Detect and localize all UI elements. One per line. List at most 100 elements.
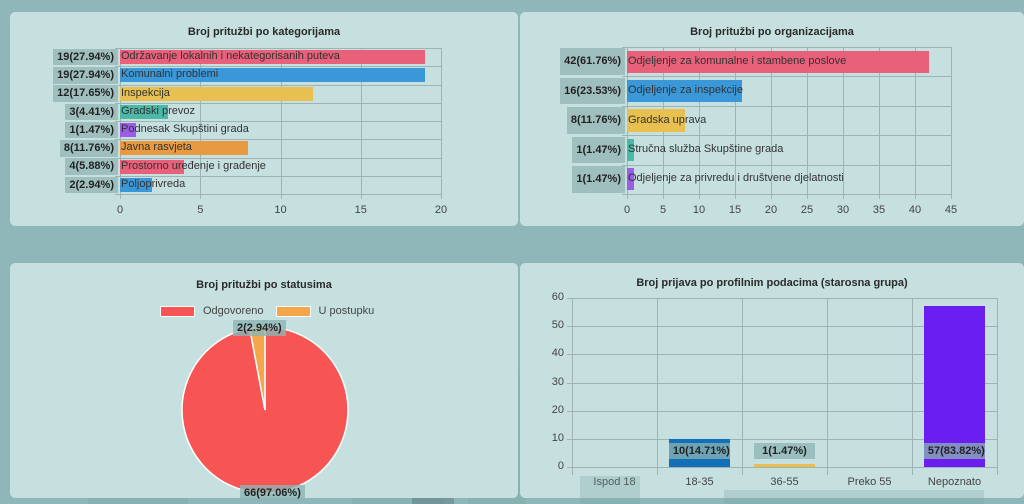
bar[interactable]: [753, 464, 816, 467]
gridline: [843, 47, 844, 199]
gridline: [951, 47, 952, 199]
x-tick-label: 40: [908, 204, 922, 216]
gridline: [115, 157, 441, 159]
gridline: [115, 66, 441, 68]
x-tick-label: 0: [623, 204, 631, 216]
chart-title: Broj pritužbi po kategorijama: [187, 26, 341, 38]
gridline: [622, 76, 951, 78]
gridline: [742, 298, 743, 475]
gridline: [567, 410, 997, 412]
gridline: [807, 47, 808, 199]
legend-swatch-odgovoreno[interactable]: [160, 305, 195, 317]
legend-swatch-u-postupku[interactable]: [275, 305, 311, 317]
x-tick-label: 10: [274, 204, 287, 216]
bar-category-label: Prostorno uređenje i građenje: [121, 159, 266, 172]
bar-category-label: Komunalni problemi: [121, 68, 219, 81]
bar-value-label: 1(1.47%): [572, 136, 625, 164]
gridline: [115, 194, 441, 195]
bar-category-label: Javna rasvjeta: [121, 141, 192, 154]
gridline: [657, 298, 658, 475]
pie-chart: [181, 326, 349, 494]
x-tick-label: 18-35: [685, 476, 714, 488]
bar[interactable]: [120, 177, 153, 192]
bar-value-label: 10(14.71%): [668, 443, 731, 459]
gridline: [622, 194, 951, 195]
chart-title: Broj pritužbi po organizacijama: [690, 26, 854, 38]
bar[interactable]: [923, 306, 986, 467]
gridline: [827, 298, 828, 475]
gridline: [567, 298, 997, 299]
card-organizations: Broj pritužbi po organizacijama 0 5 10 15 20…: [520, 12, 1024, 226]
x-tick-label: 45: [944, 204, 958, 216]
bar-category-label: Gradski prevoz: [121, 104, 195, 117]
age-chart: 0 10 20 30 40 50 60 Ispod 18 18-35 10(14.71%) 36-5…: [520, 263, 1024, 498]
gridline: [567, 326, 997, 328]
bar[interactable]: [120, 141, 249, 156]
gridline: [280, 48, 282, 199]
legend-label[interactable]: Odgovoreno: [203, 305, 264, 317]
gridline: [915, 47, 916, 199]
y-tick-label: 40: [551, 347, 564, 360]
x-tick-label: 36-55: [770, 476, 799, 488]
gridline: [200, 48, 202, 199]
y-tick-label: 50: [551, 319, 564, 332]
pie-label: 66(97.06%): [240, 485, 305, 501]
gridline: [572, 298, 573, 475]
card-statuses: Broj pritužbi po statusima Odgovoreno U …: [10, 263, 518, 501]
bar[interactable]: [120, 123, 137, 138]
bar-category-label: Podnesak Skupštini grada: [121, 123, 249, 136]
gridline: [115, 84, 441, 86]
bar-value-label: 1(1.47%): [65, 121, 118, 139]
x-tick-label: 5: [197, 204, 204, 216]
bar[interactable]: [120, 104, 169, 119]
y-tick-label: 0: [557, 460, 564, 472]
bar-value-label: 8(11.76%): [566, 107, 625, 134]
x-tick-label: 35: [872, 204, 886, 216]
bar-value-label: 16(23.53%): [560, 77, 625, 105]
bar-category-label: Odjeljenje za komunalne i stambene poslo…: [628, 54, 847, 67]
bar-category-label: Gradska uprava: [628, 113, 707, 126]
bar[interactable]: [627, 50, 930, 73]
gridline: [622, 105, 951, 107]
x-tick-label: Preko 55: [847, 476, 892, 488]
gridline: [567, 382, 997, 384]
bar[interactable]: [120, 159, 185, 174]
x-tick-label: 5: [659, 204, 667, 216]
gridline: [567, 438, 997, 440]
bar[interactable]: [627, 109, 685, 132]
pie-label: 2(2.94%): [233, 320, 286, 336]
y-tick-label: 20: [551, 403, 564, 416]
x-tick-label: Ispod 18: [593, 476, 636, 488]
bar[interactable]: [120, 68, 425, 83]
gridline: [699, 47, 700, 199]
bar-value-label: 4(5.88%): [65, 158, 118, 175]
gridline: [879, 47, 880, 199]
x-tick-label: 25: [800, 204, 814, 216]
bar-value-label: 8(11.76%): [59, 140, 118, 157]
gridline: [622, 164, 951, 166]
card-categories: Broj pritužbi po kategorijama 0 5 10 15 20 Od…: [10, 12, 518, 226]
chart-title: Broj prijava po profilnim podacima (star…: [636, 277, 908, 289]
y-tick-label: 60: [551, 291, 564, 303]
bar-value-label: 12(17.65%): [53, 85, 118, 102]
bar-category-label: Poljoprivreda: [121, 177, 186, 190]
bar[interactable]: [120, 86, 313, 101]
organizations-chart: 0 5 10 15 20 25 30 35 40 45 Odjeljenje za komunaln…: [520, 12, 1024, 226]
bar[interactable]: [627, 168, 635, 191]
bar-value-label: 1(1.47%): [572, 166, 625, 193]
gridline: [360, 48, 362, 199]
bar[interactable]: [120, 50, 425, 65]
gridline: [115, 175, 441, 177]
bar-value-label: 1(1.47%): [753, 443, 816, 459]
bar[interactable]: [627, 79, 743, 103]
bar-value-label: 19(27.94%): [53, 67, 118, 84]
x-tick-label: 0: [116, 204, 124, 216]
bar-value-label: 57(83.82%): [923, 443, 986, 459]
bar[interactable]: [627, 138, 635, 162]
gridline: [622, 47, 951, 48]
bar-category-label: Stručna služba Skupštine grada: [628, 142, 784, 155]
legend-label[interactable]: U postupku: [318, 305, 375, 317]
x-tick-label: 10: [692, 204, 706, 216]
bar-category-label: Održavanje lokalnih i nekategorisanih pu…: [121, 50, 340, 63]
gridline: [567, 354, 997, 356]
